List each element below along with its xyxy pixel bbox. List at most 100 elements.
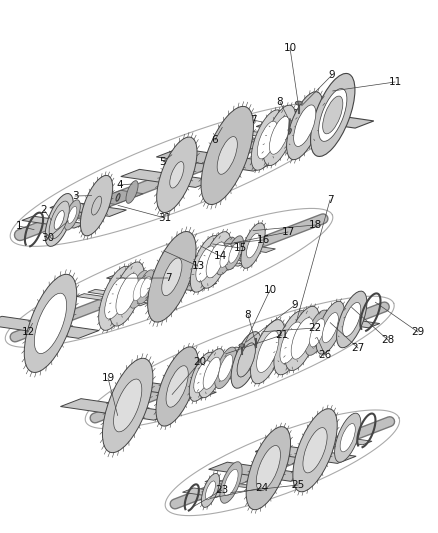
Polygon shape xyxy=(255,444,356,463)
Text: 9: 9 xyxy=(292,300,298,310)
Ellipse shape xyxy=(237,343,255,377)
Polygon shape xyxy=(156,148,276,171)
Ellipse shape xyxy=(220,245,232,268)
Ellipse shape xyxy=(335,413,361,462)
Text: 11: 11 xyxy=(389,77,402,87)
Text: 17: 17 xyxy=(281,227,295,237)
Polygon shape xyxy=(290,329,339,338)
Text: 7: 7 xyxy=(250,115,256,125)
Polygon shape xyxy=(229,347,300,359)
Ellipse shape xyxy=(229,243,240,263)
Text: 23: 23 xyxy=(215,485,229,495)
Polygon shape xyxy=(203,253,245,261)
Polygon shape xyxy=(205,480,251,488)
Polygon shape xyxy=(314,434,372,445)
Ellipse shape xyxy=(110,262,144,326)
Text: 13: 13 xyxy=(191,261,205,271)
Ellipse shape xyxy=(116,273,138,315)
Text: 15: 15 xyxy=(233,243,247,253)
Ellipse shape xyxy=(156,347,198,426)
Ellipse shape xyxy=(293,409,337,492)
Ellipse shape xyxy=(247,233,260,258)
Ellipse shape xyxy=(288,128,291,134)
Polygon shape xyxy=(213,251,251,257)
Ellipse shape xyxy=(269,117,290,154)
Polygon shape xyxy=(172,260,233,270)
Ellipse shape xyxy=(99,266,133,330)
Ellipse shape xyxy=(216,237,236,275)
Ellipse shape xyxy=(286,92,323,160)
Ellipse shape xyxy=(105,278,127,319)
Ellipse shape xyxy=(206,242,225,278)
Ellipse shape xyxy=(219,354,233,381)
Polygon shape xyxy=(60,399,174,420)
Ellipse shape xyxy=(157,137,197,213)
Ellipse shape xyxy=(162,258,182,296)
Ellipse shape xyxy=(310,319,325,347)
Ellipse shape xyxy=(231,332,261,388)
Text: 24: 24 xyxy=(255,483,268,493)
Polygon shape xyxy=(50,201,127,216)
Ellipse shape xyxy=(280,322,302,364)
Polygon shape xyxy=(313,316,380,328)
Ellipse shape xyxy=(322,312,338,343)
Polygon shape xyxy=(0,316,99,338)
Text: 21: 21 xyxy=(276,330,289,340)
Ellipse shape xyxy=(316,301,344,354)
Text: 31: 31 xyxy=(159,213,172,223)
Text: 25: 25 xyxy=(291,480,304,490)
Text: 14: 14 xyxy=(213,251,226,261)
Ellipse shape xyxy=(81,175,113,236)
Ellipse shape xyxy=(194,361,211,393)
Polygon shape xyxy=(207,356,274,368)
Ellipse shape xyxy=(241,223,265,268)
Text: 4: 4 xyxy=(117,180,124,190)
Ellipse shape xyxy=(225,236,244,270)
Ellipse shape xyxy=(295,101,302,105)
Ellipse shape xyxy=(140,277,151,297)
Ellipse shape xyxy=(246,426,290,510)
Ellipse shape xyxy=(170,161,184,188)
Ellipse shape xyxy=(291,318,313,359)
Polygon shape xyxy=(121,381,216,399)
Ellipse shape xyxy=(203,357,220,389)
Ellipse shape xyxy=(189,352,215,401)
Text: 2: 2 xyxy=(41,205,47,215)
Text: 10: 10 xyxy=(263,285,276,295)
Ellipse shape xyxy=(323,96,343,134)
Polygon shape xyxy=(252,338,323,350)
Text: 10: 10 xyxy=(283,43,297,53)
Ellipse shape xyxy=(54,211,64,229)
Ellipse shape xyxy=(239,344,245,348)
Ellipse shape xyxy=(196,246,215,282)
Text: 19: 19 xyxy=(101,373,115,383)
Polygon shape xyxy=(183,488,227,497)
Polygon shape xyxy=(173,373,226,383)
Text: 7: 7 xyxy=(327,195,333,205)
Text: 3: 3 xyxy=(72,191,78,201)
Polygon shape xyxy=(256,121,338,136)
Text: 9: 9 xyxy=(328,70,336,80)
Ellipse shape xyxy=(51,205,67,235)
Polygon shape xyxy=(88,289,159,302)
Polygon shape xyxy=(77,294,148,306)
Text: 8: 8 xyxy=(277,97,283,107)
Ellipse shape xyxy=(237,343,255,377)
Ellipse shape xyxy=(49,201,69,239)
Text: 12: 12 xyxy=(21,327,35,337)
Polygon shape xyxy=(242,131,309,143)
Ellipse shape xyxy=(68,206,77,223)
Polygon shape xyxy=(208,462,309,481)
Ellipse shape xyxy=(126,181,138,203)
Ellipse shape xyxy=(129,270,149,308)
Text: 6: 6 xyxy=(212,135,218,145)
Ellipse shape xyxy=(217,136,237,174)
Polygon shape xyxy=(230,136,297,147)
Text: 20: 20 xyxy=(194,357,207,367)
Ellipse shape xyxy=(198,349,225,398)
Polygon shape xyxy=(182,256,244,266)
Ellipse shape xyxy=(337,291,367,348)
Polygon shape xyxy=(117,287,158,294)
Polygon shape xyxy=(106,270,217,291)
Ellipse shape xyxy=(215,347,237,389)
